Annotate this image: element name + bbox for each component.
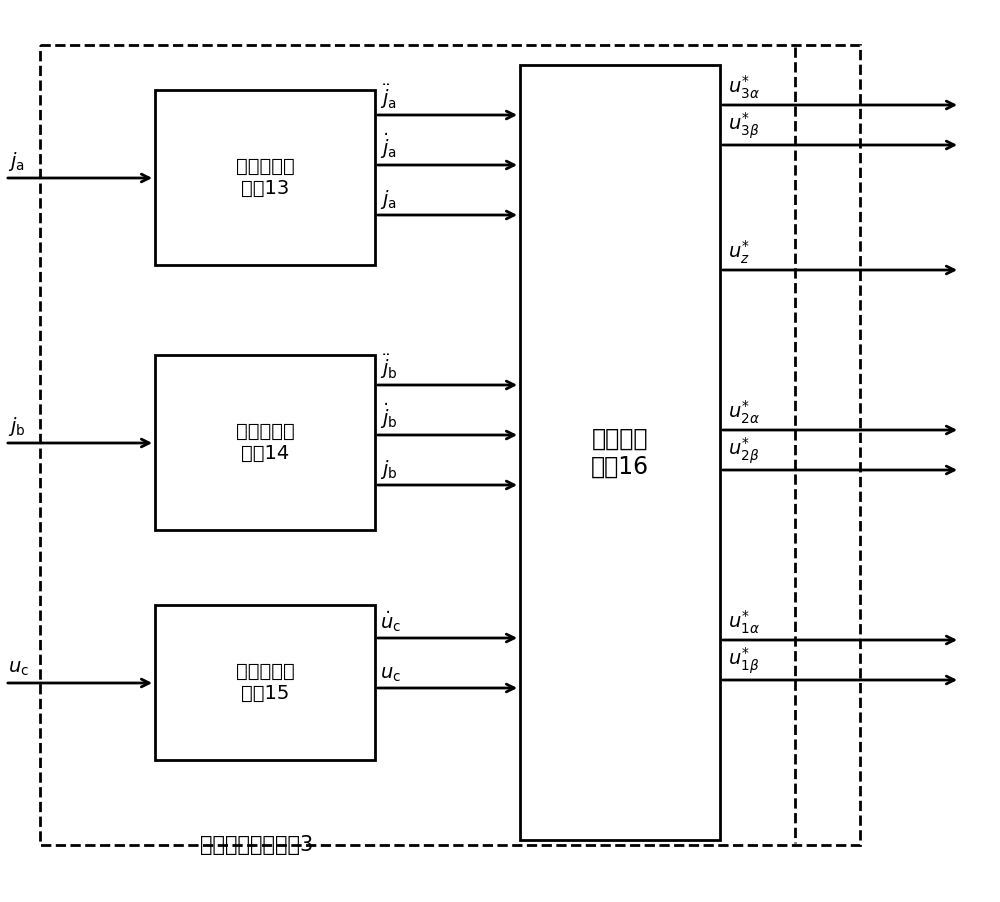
Text: $\dot{j}_{\mathrm{a}}$: $\dot{j}_{\mathrm{a}}$ — [380, 132, 397, 161]
Text: $j_{\mathrm{b}}$: $j_{\mathrm{b}}$ — [8, 415, 26, 438]
Text: 一阶差分处
理器15: 一阶差分处 理器15 — [236, 662, 294, 703]
Text: 二阶差分处
理器13: 二阶差分处 理器13 — [236, 157, 294, 198]
Text: $u^{*}_{3\beta}$: $u^{*}_{3\beta}$ — [728, 110, 759, 141]
Bar — [40, 45, 860, 845]
Text: $u_{\mathrm{c}}$: $u_{\mathrm{c}}$ — [380, 665, 401, 684]
Bar — [155, 90, 375, 265]
Bar — [520, 65, 720, 840]
Text: $u^{*}_{1\alpha}$: $u^{*}_{1\alpha}$ — [728, 609, 760, 636]
Text: $\dot{u}_{\mathrm{c}}$: $\dot{u}_{\mathrm{c}}$ — [380, 609, 401, 634]
Text: $u^{*}_{1\beta}$: $u^{*}_{1\beta}$ — [728, 646, 759, 676]
Text: $u^{*}_{2\beta}$: $u^{*}_{2\beta}$ — [728, 436, 759, 466]
Text: $j_{\mathrm{a}}$: $j_{\mathrm{a}}$ — [380, 188, 397, 211]
Text: $u^{*}_{3\alpha}$: $u^{*}_{3\alpha}$ — [728, 74, 760, 101]
Text: $\ddot{j}_{\mathrm{b}}$: $\ddot{j}_{\mathrm{b}}$ — [380, 352, 398, 381]
Text: $u^{*}_{z}$: $u^{*}_{z}$ — [728, 239, 750, 266]
Text: 模糊神经
网络16: 模糊神经 网络16 — [591, 427, 649, 478]
Text: 二阶差分处
理器14: 二阶差分处 理器14 — [236, 422, 294, 463]
Text: $u_{\mathrm{c}}$: $u_{\mathrm{c}}$ — [8, 659, 29, 678]
Bar — [155, 605, 375, 760]
Text: $\ddot{j}_{\mathrm{a}}$: $\ddot{j}_{\mathrm{a}}$ — [380, 82, 397, 111]
Text: $j_{\mathrm{b}}$: $j_{\mathrm{b}}$ — [380, 458, 398, 481]
Text: $\dot{j}_{\mathrm{b}}$: $\dot{j}_{\mathrm{b}}$ — [380, 401, 398, 431]
Text: 模糊神经网络系统3: 模糊神经网络系统3 — [200, 835, 313, 855]
Text: $j_{\mathrm{a}}$: $j_{\mathrm{a}}$ — [8, 150, 25, 173]
Text: $u^{*}_{2\alpha}$: $u^{*}_{2\alpha}$ — [728, 399, 760, 426]
Bar — [155, 355, 375, 530]
